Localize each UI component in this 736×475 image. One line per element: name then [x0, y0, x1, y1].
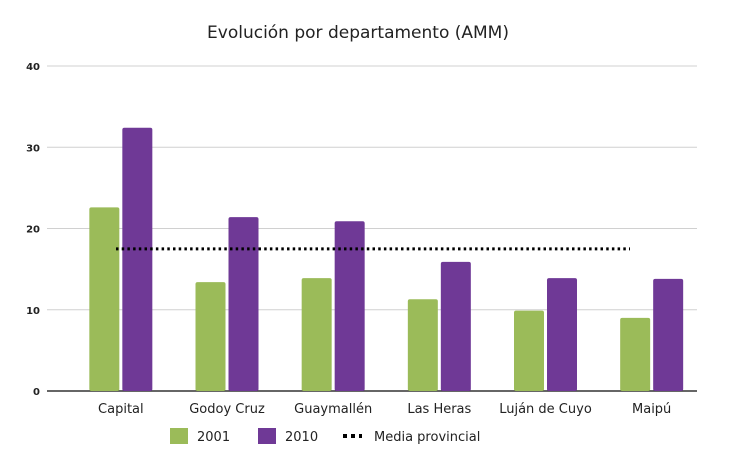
legend-swatch-2010	[258, 428, 276, 444]
bar-2001	[89, 207, 120, 391]
x-tick-label: Capital	[98, 402, 144, 417]
legend-label: 2001	[197, 430, 230, 445]
legend-swatch-2001	[170, 428, 188, 444]
bar-2010	[122, 127, 153, 391]
bar-2010	[228, 217, 259, 391]
bar-2010	[334, 221, 365, 391]
bar-2001	[195, 282, 226, 391]
y-tick-label: 40	[26, 62, 40, 73]
y-tick-label: 30	[26, 143, 40, 154]
y-tick-label: 0	[33, 387, 40, 398]
x-tick-label: Guaymallén	[294, 402, 372, 417]
bar-2001	[514, 310, 544, 391]
y-tick-label: 20	[26, 225, 40, 236]
x-tick-label: Luján de Cuyo	[499, 402, 592, 417]
bar-2001	[301, 278, 332, 391]
x-tick-label: Las Heras	[407, 402, 471, 417]
bar-2001	[407, 299, 438, 391]
x-tick-label: Maipú	[632, 402, 671, 417]
x-tick-label: Godoy Cruz	[189, 402, 265, 417]
y-tick-label: 10	[26, 306, 40, 317]
legend-label: 2010	[285, 430, 318, 445]
legend-label: Media provincial	[374, 430, 480, 445]
bar-2010	[547, 278, 577, 391]
bar-2010	[653, 278, 684, 391]
bar-2001	[620, 317, 651, 391]
chart-title: Evolución por departamento (AMM)	[207, 23, 509, 43]
bar-2010	[440, 261, 471, 391]
